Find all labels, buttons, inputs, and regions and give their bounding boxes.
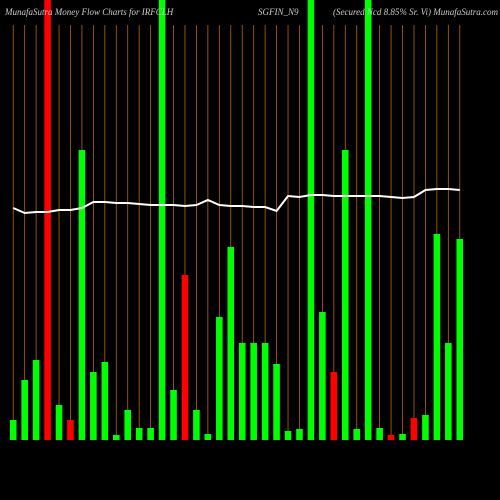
bar: [273, 364, 280, 440]
bar: [55, 405, 63, 440]
bar: [353, 429, 361, 440]
bar: [181, 275, 189, 440]
bar: [204, 434, 212, 440]
bar: [238, 343, 246, 440]
bar: [376, 428, 383, 440]
bar: [296, 429, 303, 440]
bar: [135, 428, 143, 440]
bar: [158, 0, 166, 440]
bar: [433, 234, 441, 440]
bar: [364, 0, 372, 440]
bar: [78, 150, 86, 440]
bar: [341, 150, 349, 440]
bar: [67, 420, 74, 440]
bar: [90, 372, 97, 440]
bar: [307, 0, 315, 440]
money-flow-line: [12, 188, 460, 215]
bar: [261, 343, 269, 440]
bar: [147, 428, 154, 440]
bar: [101, 362, 109, 440]
bar: [284, 431, 292, 440]
bar: [330, 372, 338, 440]
bar: [399, 434, 406, 440]
chart-title: SGFIN_N9: [258, 7, 299, 17]
bar: [170, 390, 177, 440]
bar: [387, 435, 395, 440]
bar: [32, 360, 40, 440]
bar: [445, 343, 452, 440]
bar: [410, 418, 418, 440]
bar: [216, 317, 223, 440]
plot: [9, 0, 464, 440]
bar: [124, 410, 132, 440]
bar: [21, 380, 28, 440]
bar: [422, 415, 429, 440]
chart-title: MunafaSutra Money Flow Charts for IRFCLH: [4, 7, 174, 17]
bar: [227, 247, 235, 440]
bar: [319, 312, 326, 440]
bar: [193, 410, 200, 440]
bar: [250, 343, 257, 440]
chart-title: (Secured Ncd 8.85% Sr. Vi) MunafaSutra.c…: [333, 7, 498, 17]
bar: [9, 420, 17, 440]
bar: [112, 435, 120, 440]
bar: [456, 239, 464, 440]
bar: [44, 0, 51, 440]
